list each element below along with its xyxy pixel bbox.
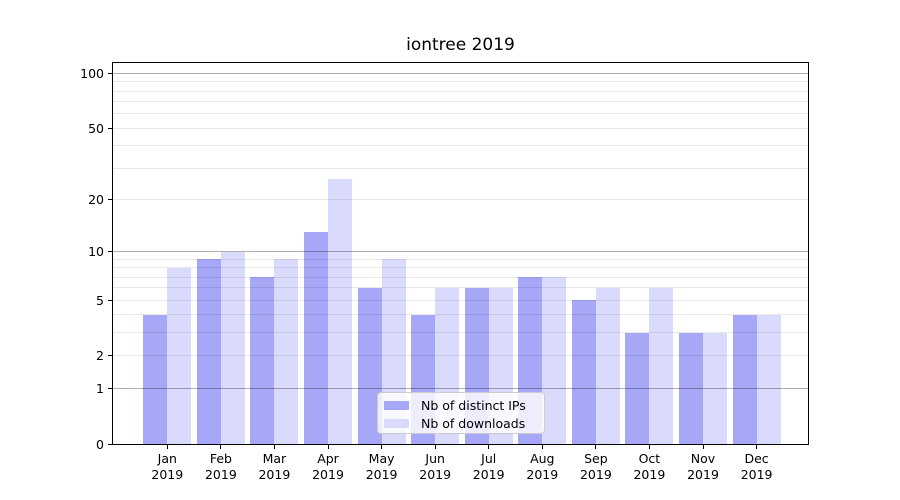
- x-tick-label-dec: Dec 2019: [729, 451, 785, 483]
- bar-downloads-mar: [274, 259, 299, 444]
- y-tick-label-10: 10: [88, 244, 104, 259]
- legend-swatch-distinct-ips-icon: [384, 400, 409, 410]
- x-tick-year: 2019: [151, 467, 184, 482]
- y-tick-label-2: 2: [96, 348, 104, 364]
- legend-item-distinct-ips: Nb of distinct IPs: [384, 396, 544, 414]
- chart-title: iontree 2019: [406, 35, 515, 55]
- x-tick-year: 2019: [365, 467, 398, 482]
- y-tick-mark-50: [108, 127, 112, 129]
- bar-downloads-jan: [167, 267, 192, 444]
- y-tick-label-5: 5: [96, 292, 104, 308]
- x-tick-mark-dec: [756, 445, 758, 449]
- x-tick-month: Apr: [317, 451, 339, 466]
- y-tick-label-100: 100: [80, 65, 104, 81]
- x-tick-year: 2019: [687, 467, 719, 482]
- x-tick-mark-jun: [434, 445, 436, 449]
- x-tick-mark-feb: [220, 445, 222, 449]
- x-tick-label-mar: Mar 2019: [246, 451, 302, 483]
- x-tick-mark-sep: [595, 445, 597, 449]
- x-tick-label-sep: Sep 2019: [568, 451, 624, 483]
- x-tick-year: 2019: [204, 467, 237, 482]
- bar-distinct-ips-feb: [196, 259, 221, 444]
- bars-layer: [113, 63, 808, 444]
- y-tick-mark-100: [108, 72, 112, 74]
- x-tick-label-jun: Jun 2019: [407, 451, 463, 483]
- x-tick-mark-jan: [166, 445, 168, 449]
- bar-distinct-ips-jan: [143, 314, 168, 444]
- x-tick-year: 2019: [579, 467, 612, 482]
- x-tick-mark-may: [381, 445, 383, 449]
- x-tick-label-oct: Oct 2019: [621, 451, 677, 483]
- x-tick-label-aug: Aug 2019: [514, 451, 570, 483]
- x-tick-month: Sep: [584, 451, 608, 466]
- x-tick-month: Nov: [690, 451, 716, 466]
- x-tick-year: 2019: [740, 467, 773, 482]
- x-tick-year: 2019: [472, 467, 505, 482]
- y-tick-mark-1: [108, 387, 112, 389]
- y-tick-mark-2: [108, 355, 112, 357]
- x-tick-month: May: [368, 451, 395, 466]
- legend-label-downloads: Nb of downloads: [421, 415, 526, 431]
- x-tick-month: Feb: [209, 451, 232, 466]
- x-tick-mark-nov: [702, 445, 704, 449]
- y-tick-mark-5: [108, 299, 112, 301]
- y-tick-mark-20: [108, 199, 112, 200]
- y-tick-label-0: 0: [96, 436, 104, 452]
- y-tick-label-20: 20: [88, 192, 104, 207]
- bar-downloads-dec: [756, 314, 781, 444]
- x-tick-year: 2019: [258, 467, 291, 482]
- bar-distinct-ips-apr: [304, 232, 328, 444]
- x-tick-mark-aug: [541, 445, 543, 449]
- x-tick-year: 2019: [633, 467, 666, 482]
- x-tick-label-feb: Feb 2019: [193, 451, 249, 483]
- bar-downloads-aug: [542, 277, 567, 444]
- y-tick-label-1: 1: [96, 380, 104, 396]
- x-tick-label-nov: Nov 2019: [675, 451, 731, 483]
- legend-swatch-downloads-icon: [384, 418, 409, 428]
- bar-downloads-feb: [220, 251, 245, 444]
- x-tick-year: 2019: [526, 467, 559, 482]
- x-tick-month: Jan: [157, 451, 177, 466]
- x-tick-mark-apr: [327, 445, 329, 449]
- legend-item-downloads: Nb of downloads: [384, 414, 544, 432]
- y-tick-label-50: 50: [88, 120, 104, 136]
- y-tick-mark-0: [108, 443, 112, 445]
- bar-distinct-ips-oct: [625, 332, 650, 444]
- x-tick-mark-oct: [648, 445, 650, 449]
- x-tick-month: Jul: [481, 451, 497, 466]
- x-tick-month: Oct: [638, 451, 661, 466]
- x-tick-month: Jun: [425, 451, 445, 466]
- legend-label-distinct-ips: Nb of distinct IPs: [421, 397, 526, 413]
- plot-area: Nb of distinct IPs Nb of downloads: [112, 62, 809, 445]
- x-tick-label-jul: Jul 2019: [461, 451, 517, 483]
- bar-downloads-apr: [328, 179, 352, 444]
- x-tick-month: Mar: [262, 451, 287, 466]
- x-tick-month: Aug: [530, 451, 555, 466]
- bar-distinct-ips-mar: [250, 277, 275, 444]
- x-tick-year: 2019: [312, 467, 344, 482]
- x-tick-label-may: May 2019: [354, 451, 410, 483]
- legend: Nb of distinct IPs Nb of downloads: [377, 392, 545, 434]
- x-tick-month: Dec: [744, 451, 769, 466]
- bar-downloads-sep: [595, 287, 620, 444]
- x-tick-year: 2019: [419, 467, 452, 482]
- bar-distinct-ips-nov: [679, 332, 703, 444]
- x-tick-label-jan: Jan 2019: [139, 451, 195, 483]
- x-tick-label-apr: Apr 2019: [300, 451, 356, 483]
- bar-distinct-ips-sep: [571, 300, 596, 444]
- y-tick-mark-10: [108, 251, 112, 252]
- bar-downloads-nov: [703, 332, 727, 444]
- bar-distinct-ips-dec: [732, 314, 757, 444]
- x-tick-mark-jul: [488, 445, 490, 449]
- bar-downloads-oct: [649, 287, 674, 444]
- x-tick-mark-mar: [273, 445, 275, 449]
